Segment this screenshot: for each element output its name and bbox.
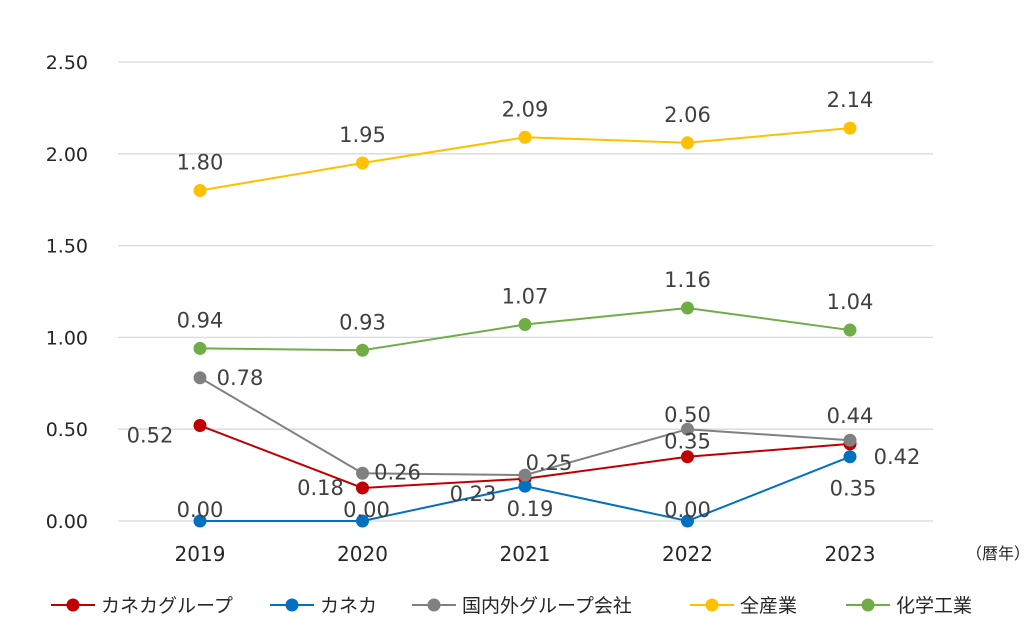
- data-label: 0.94: [177, 308, 224, 332]
- legend-marker: [427, 598, 441, 612]
- data-label: 0.35: [830, 477, 877, 501]
- y-axis-ticks: 0.00 0.50 1.00 1.50 2.00 2.50: [46, 52, 88, 533]
- data-label: 2.09: [502, 97, 549, 121]
- data-point: [518, 468, 532, 482]
- data-labels: 0.52 0.18 0.23 0.35 0.42 0.00 0.00 0.19 0.00 0.35…: [127, 88, 921, 522]
- legend-marker: [705, 598, 719, 612]
- data-point: [356, 343, 369, 357]
- data-label: 1.80: [177, 151, 224, 175]
- data-label: 0.00: [343, 498, 390, 522]
- data-point: [356, 514, 369, 528]
- y-tick-label: 2.50: [46, 52, 88, 74]
- data-label: 0.93: [339, 310, 386, 334]
- data-label: 0.19: [507, 497, 554, 521]
- legend-label: 全産業: [740, 595, 797, 617]
- legend-label: カネカ: [320, 595, 377, 617]
- data-point: [518, 130, 532, 144]
- data-point: [193, 184, 207, 198]
- data-point: [193, 341, 207, 355]
- data-label: 1.16: [664, 268, 711, 292]
- data-point: [518, 318, 532, 332]
- data-point: [681, 514, 694, 528]
- data-point: [681, 422, 694, 436]
- x-tick-label: 2023: [825, 542, 876, 566]
- data-label: 0.00: [177, 498, 224, 522]
- x-axis-ticks: 2019 2020 2021 2022 2023: [175, 542, 876, 566]
- series-lines: [193, 121, 857, 528]
- data-label: 0.35: [664, 430, 711, 454]
- x-tick-label: 2019: [175, 542, 226, 566]
- data-label: 0.18: [297, 476, 344, 500]
- data-label: 2.14: [827, 88, 874, 112]
- data-label: 0.23: [450, 482, 497, 506]
- data-point: [681, 301, 694, 315]
- data-point: [193, 371, 207, 385]
- x-axis-unit-label: （暦年）: [966, 544, 1030, 563]
- data-label: 0.78: [217, 366, 264, 390]
- legend-label: カネカグループ: [101, 595, 233, 617]
- data-label: 1.07: [502, 285, 549, 309]
- y-tick-label: 0.00: [46, 511, 88, 533]
- data-label: 0.25: [526, 451, 573, 475]
- data-point: [356, 466, 369, 480]
- data-label: 0.50: [664, 403, 711, 427]
- data-point: [356, 156, 369, 170]
- data-point: [193, 419, 207, 433]
- data-point: [681, 450, 694, 464]
- data-point: [843, 323, 857, 337]
- data-point: [518, 479, 532, 493]
- data-label: 0.42: [874, 445, 921, 469]
- data-point: [193, 514, 207, 528]
- y-tick-label: 0.50: [46, 419, 88, 441]
- legend: カネカグループ カネカ 国内外グループ会社 全産業 化学工業: [51, 595, 972, 617]
- data-point: [843, 433, 857, 447]
- legend-marker: [66, 598, 80, 612]
- data-label: 0.00: [664, 498, 711, 522]
- data-point: [356, 481, 369, 495]
- y-tick-label: 1.00: [46, 327, 88, 349]
- data-label: 0.52: [127, 424, 174, 448]
- data-label: 0.44: [827, 404, 874, 428]
- legend-label: 国内外グループ会社: [462, 595, 632, 617]
- x-tick-label: 2022: [662, 542, 713, 566]
- data-point: [843, 121, 857, 135]
- legend-label: 化学工業: [896, 595, 972, 617]
- data-point: [843, 450, 857, 464]
- data-label: 1.95: [339, 123, 386, 147]
- data-label: 1.04: [827, 290, 874, 314]
- gridlines: [118, 61, 933, 522]
- legend-marker: [861, 598, 875, 612]
- data-label: 0.26: [374, 460, 421, 484]
- x-tick-label: 2020: [337, 542, 388, 566]
- legend-marker: [285, 598, 299, 612]
- x-tick-label: 2021: [500, 542, 551, 566]
- data-point: [681, 136, 694, 150]
- y-tick-label: 1.50: [46, 236, 88, 258]
- y-tick-label: 2.00: [46, 144, 88, 166]
- data-label: 2.06: [664, 103, 711, 127]
